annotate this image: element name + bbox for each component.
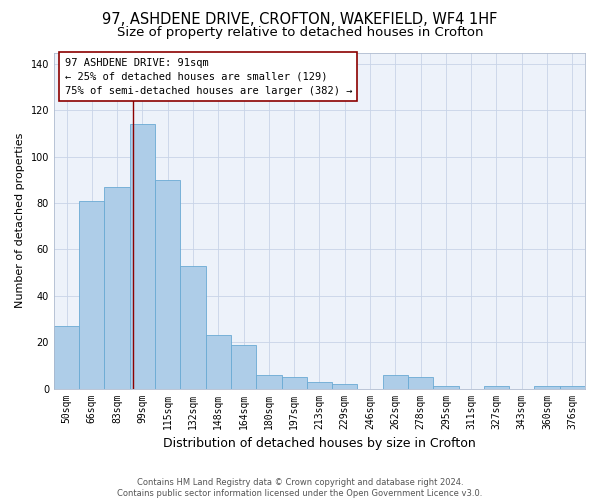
Bar [408,377,433,388]
Bar [560,386,585,388]
Bar [433,386,458,388]
Bar [535,386,560,388]
Bar [155,180,181,388]
Bar [307,382,332,388]
Bar [281,377,307,388]
Bar [383,374,408,388]
Bar [332,384,358,388]
Bar [231,344,256,389]
Bar [256,374,281,388]
Bar [54,326,79,388]
Bar [104,187,130,388]
Bar [130,124,155,388]
Bar [181,266,206,388]
Text: Size of property relative to detached houses in Crofton: Size of property relative to detached ho… [117,26,483,39]
Bar [79,201,104,388]
Bar [484,386,509,388]
Text: 97 ASHDENE DRIVE: 91sqm
← 25% of detached houses are smaller (129)
75% of semi-d: 97 ASHDENE DRIVE: 91sqm ← 25% of detache… [65,58,352,96]
Y-axis label: Number of detached properties: Number of detached properties [15,133,25,308]
Text: 97, ASHDENE DRIVE, CROFTON, WAKEFIELD, WF4 1HF: 97, ASHDENE DRIVE, CROFTON, WAKEFIELD, W… [103,12,497,28]
Bar [206,336,231,388]
Text: Contains HM Land Registry data © Crown copyright and database right 2024.
Contai: Contains HM Land Registry data © Crown c… [118,478,482,498]
X-axis label: Distribution of detached houses by size in Crofton: Distribution of detached houses by size … [163,437,476,450]
